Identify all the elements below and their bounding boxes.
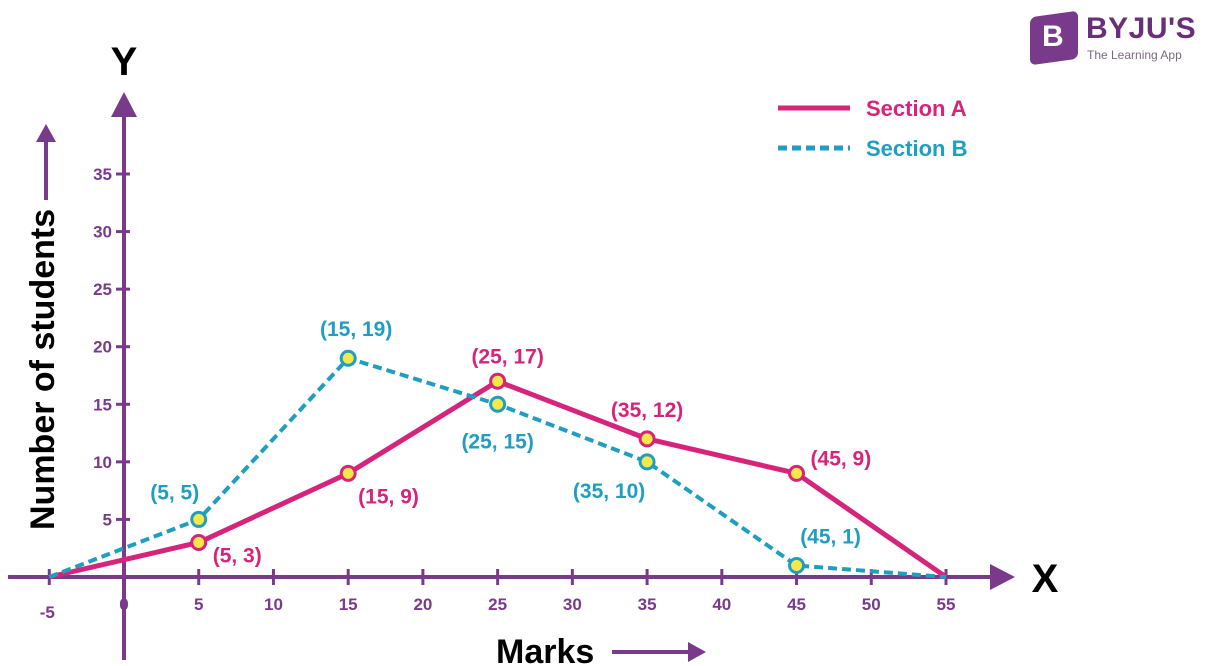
x-tick-label: 15: [339, 595, 358, 614]
legend-entry: Section B: [866, 136, 967, 161]
data-point: [788, 556, 806, 574]
y-tick-label: 10: [93, 453, 112, 472]
x-axis-title: Marks: [496, 633, 594, 666]
legend-entry: Section A: [866, 96, 967, 121]
data-label: (35, 12): [611, 399, 683, 422]
x-tick-label: -5: [40, 603, 55, 622]
data-point: [638, 453, 656, 471]
data-label: (5, 5): [150, 481, 199, 504]
data-label: (45, 9): [811, 447, 872, 470]
y-tick-label: 20: [93, 338, 112, 357]
data-label: (15, 19): [320, 318, 392, 341]
data-point: [788, 464, 806, 482]
x-tick-label: 55: [937, 595, 956, 614]
point-labels: (5, 3) (15, 9) (25, 17) (35, 12) (45, 9) (5, …: [150, 318, 871, 567]
data-point: [339, 464, 357, 482]
y-tick-label: 30: [93, 223, 112, 242]
data-point: [638, 430, 656, 448]
y-axis-title: Number of students: [24, 209, 62, 530]
data-point: [489, 395, 507, 413]
x-title-arrow-head: [688, 642, 706, 662]
logo-name: BYJU'S: [1086, 12, 1197, 45]
logo-badge-icon: B: [1030, 10, 1078, 66]
brand-logo: B BYJU'S The Learning App: [1030, 10, 1200, 68]
x-tick-label: 5: [194, 595, 203, 614]
y-tick-label: 5: [103, 510, 112, 529]
data-point: [489, 372, 507, 390]
y-tick-label: 15: [93, 395, 112, 414]
y-axis-arrow: [111, 92, 137, 117]
x-tick-label: 50: [862, 595, 881, 614]
x-axis-arrow: [990, 564, 1015, 590]
data-label: (35, 10): [573, 480, 645, 503]
legend: Section A Section B: [778, 96, 967, 161]
y-tick-label: 25: [93, 280, 112, 299]
y-tick-label: 35: [93, 165, 112, 184]
logo-tagline: The Learning App: [1087, 48, 1182, 62]
x-tick-label: 40: [712, 595, 731, 614]
data-point: [190, 533, 208, 551]
data-point: [339, 349, 357, 367]
x-tick-label: 45: [787, 595, 806, 614]
y-title-arrow-head: [36, 124, 56, 142]
x-tick-label: 0: [119, 595, 128, 614]
data-label: (25, 15): [461, 430, 533, 453]
x-tick-label: 25: [488, 595, 507, 614]
data-markers: [190, 349, 806, 574]
data-point: [190, 510, 208, 528]
data-label: (25, 17): [471, 345, 543, 368]
axes: [8, 92, 1015, 662]
x-tick-label: 20: [413, 595, 432, 614]
x-tick-label: 35: [638, 595, 657, 614]
x-tick-label: 10: [264, 595, 283, 614]
y-axis-letter: Y: [111, 40, 138, 84]
data-label: (15, 9): [358, 485, 419, 508]
x-axis-letter: X: [1032, 557, 1059, 601]
data-label: (5, 3): [213, 544, 262, 567]
x-tick-label: 30: [563, 595, 582, 614]
data-label: (45, 1): [800, 525, 861, 548]
